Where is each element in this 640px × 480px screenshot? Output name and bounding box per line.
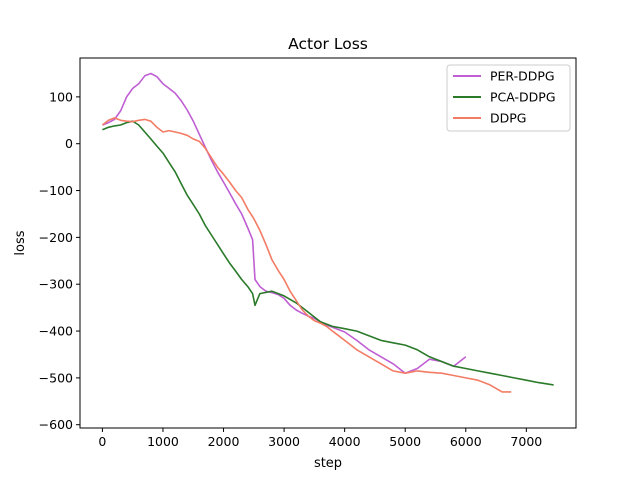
x-tick-label: 6000 bbox=[450, 434, 482, 449]
x-tick-label: 4000 bbox=[329, 434, 361, 449]
chart-title: Actor Loss bbox=[288, 35, 368, 53]
legend-label-ddpg: DDPG bbox=[490, 111, 526, 126]
x-tick-label: 2000 bbox=[208, 434, 240, 449]
x-axis-title: step bbox=[314, 456, 342, 471]
y-axis: 100 0 −100 −200 −300 −400 −500 −600 bbox=[39, 89, 80, 432]
y-tick-label: −300 bbox=[39, 277, 73, 292]
legend: PER-DDPG PCA-DDPG DDPG bbox=[446, 64, 571, 132]
y-tick-label: −400 bbox=[39, 324, 73, 339]
y-tick-label: −500 bbox=[39, 370, 73, 385]
y-tick-label: −100 bbox=[39, 183, 73, 198]
y-tick-label: −200 bbox=[39, 230, 73, 245]
legend-box bbox=[446, 64, 571, 132]
x-tick-label: 0 bbox=[98, 434, 106, 449]
y-tick-label: −600 bbox=[39, 417, 73, 432]
series-line-per-ddpg bbox=[102, 72, 467, 375]
series-line-pca-ddpg bbox=[102, 120, 554, 386]
y-tick-label: 0 bbox=[65, 136, 73, 151]
plot-frame bbox=[79, 57, 577, 429]
legend-label-per-ddpg: PER-DDPG bbox=[490, 69, 555, 84]
x-tick-label: 7000 bbox=[510, 434, 542, 449]
legend-label-pca-ddpg: PCA-DDPG bbox=[490, 90, 556, 105]
y-tick-label: 100 bbox=[49, 89, 73, 104]
x-axis: 0 1000 2000 3000 4000 5000 6000 7000 bbox=[98, 428, 542, 449]
x-tick-label: 1000 bbox=[147, 434, 179, 449]
x-tick-label: 5000 bbox=[389, 434, 421, 449]
series-line-ddpg bbox=[101, 117, 512, 393]
series-group bbox=[101, 72, 554, 393]
x-tick-label: 3000 bbox=[268, 434, 300, 449]
y-axis-title: loss bbox=[13, 230, 28, 255]
